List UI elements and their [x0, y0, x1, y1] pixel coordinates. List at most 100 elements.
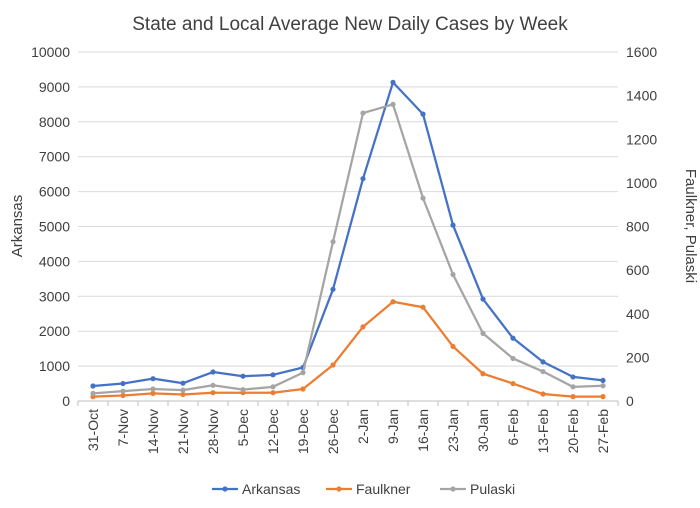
data-point	[420, 304, 426, 310]
series-line	[92, 81, 604, 388]
y-right-tick-label: 1200	[626, 131, 657, 147]
y-right-tick-label: 200	[626, 349, 650, 365]
data-point	[270, 372, 276, 378]
x-axis: 31-Oct 7-Nov 14-Nov 21-Nov 28-Nov 5-Dec 12-Dec…	[77, 400, 619, 454]
y-left-tick-label: 3000	[39, 288, 70, 304]
y-left-tick-label: 0	[62, 393, 70, 409]
data-point	[210, 390, 216, 396]
y-left-tick-label: 6000	[39, 184, 70, 200]
data-point	[270, 390, 276, 396]
data-point	[480, 330, 486, 336]
y-right-tick-label: 800	[626, 219, 650, 235]
x-tick-label: 20-Feb	[565, 409, 581, 454]
data-point	[210, 369, 216, 375]
y-right-tick-label: 600	[626, 262, 650, 278]
data-point	[480, 371, 486, 377]
data-point	[180, 380, 186, 386]
x-tick-label: 16-Jan	[415, 409, 431, 452]
data-point	[600, 377, 606, 384]
x-tick-label: 6-Feb	[505, 409, 521, 446]
series-faulkner	[90, 299, 606, 400]
x-tick-label: 31-Oct	[85, 409, 101, 451]
data-point	[240, 387, 246, 393]
data-point	[510, 380, 516, 387]
x-tick-label: 23-Jan	[445, 409, 461, 452]
legend-marker	[336, 486, 342, 492]
y-left-tick-label: 7000	[39, 149, 70, 165]
data-point	[570, 374, 576, 380]
legend-item-pulaski: Pulaski	[440, 481, 515, 497]
legend: Arkansas Faulkner Pulaski	[212, 481, 515, 497]
data-point	[510, 335, 516, 341]
series-pulaski	[90, 101, 606, 396]
y-right-tick-label: 1400	[626, 88, 657, 104]
data-point	[570, 394, 576, 400]
data-point	[360, 110, 366, 116]
data-point	[300, 386, 306, 392]
y-left-tick-label: 9000	[39, 79, 70, 95]
data-point	[450, 343, 456, 350]
data-point	[120, 380, 126, 387]
data-point	[180, 391, 186, 398]
y-axis-left: 0 1000 2000 3000 4000 5000 6000 7000 8000 9000 100…	[31, 44, 70, 409]
y-left-tick-label: 2000	[39, 323, 70, 339]
legend-label: Faulkner	[356, 481, 411, 497]
gridlines	[78, 51, 618, 402]
legend-label: Arkansas	[242, 481, 300, 497]
data-point	[420, 195, 426, 201]
data-point	[540, 359, 546, 365]
y-right-tick-label: 1000	[626, 175, 657, 191]
y-axis-right: 0 200 400 600 800 1000 1200 1400 1600	[626, 44, 657, 409]
x-tick-label: 26-Dec	[325, 409, 341, 454]
x-tick-label: 30-Jan	[475, 409, 491, 452]
x-tick-label: 2-Jan	[355, 409, 371, 444]
data-point	[210, 382, 216, 388]
y-axis-left-title: Arkansas	[9, 195, 26, 258]
x-tick-label: 27-Feb	[595, 409, 611, 454]
y-axis-right-title: Faulkner, Pulaski	[682, 169, 699, 283]
y-left-tick-label: 10000	[31, 44, 70, 60]
data-point	[90, 390, 96, 396]
data-point	[540, 391, 546, 397]
y-left-tick-label: 8000	[39, 114, 70, 130]
chart-title: State and Local Average New Daily Cases …	[132, 14, 568, 35]
data-point	[540, 368, 546, 375]
legend-item-faulkner: Faulkner	[326, 481, 411, 497]
data-point	[510, 355, 516, 362]
data-point	[360, 176, 366, 182]
data-point	[360, 324, 366, 330]
y-right-tick-label: 0	[626, 393, 634, 409]
x-tick-label: 21-Nov	[175, 409, 191, 454]
data-point	[600, 394, 606, 400]
legend-label: Pulaski	[470, 481, 515, 497]
y-right-tick-label: 400	[626, 306, 650, 322]
x-tick-label: 13-Feb	[535, 409, 551, 454]
data-point	[390, 101, 396, 107]
legend-marker	[450, 486, 456, 492]
data-point	[570, 384, 576, 390]
data-point	[450, 222, 456, 228]
legend-item-arkansas: Arkansas	[212, 481, 300, 497]
data-point	[330, 286, 336, 292]
data-point	[120, 388, 126, 394]
data-point	[420, 111, 426, 117]
data-point	[390, 299, 396, 305]
data-point	[390, 79, 396, 85]
x-tick-label: 9-Jan	[385, 409, 401, 444]
x-tick-label: 28-Nov	[205, 409, 221, 454]
data-point	[90, 383, 96, 389]
series-arkansas	[90, 79, 606, 389]
legend-marker	[222, 486, 228, 492]
data-point	[330, 239, 336, 245]
series-line	[92, 103, 604, 395]
x-tick-label: 14-Nov	[145, 409, 161, 454]
data-point	[150, 376, 156, 382]
data-point	[600, 383, 606, 389]
y-left-tick-label: 1000	[39, 358, 70, 374]
series-line	[92, 300, 603, 398]
y-left-tick-label: 5000	[39, 219, 70, 235]
data-point	[240, 373, 246, 379]
data-point	[450, 271, 456, 278]
x-tick-label: 7-Nov	[115, 409, 131, 446]
